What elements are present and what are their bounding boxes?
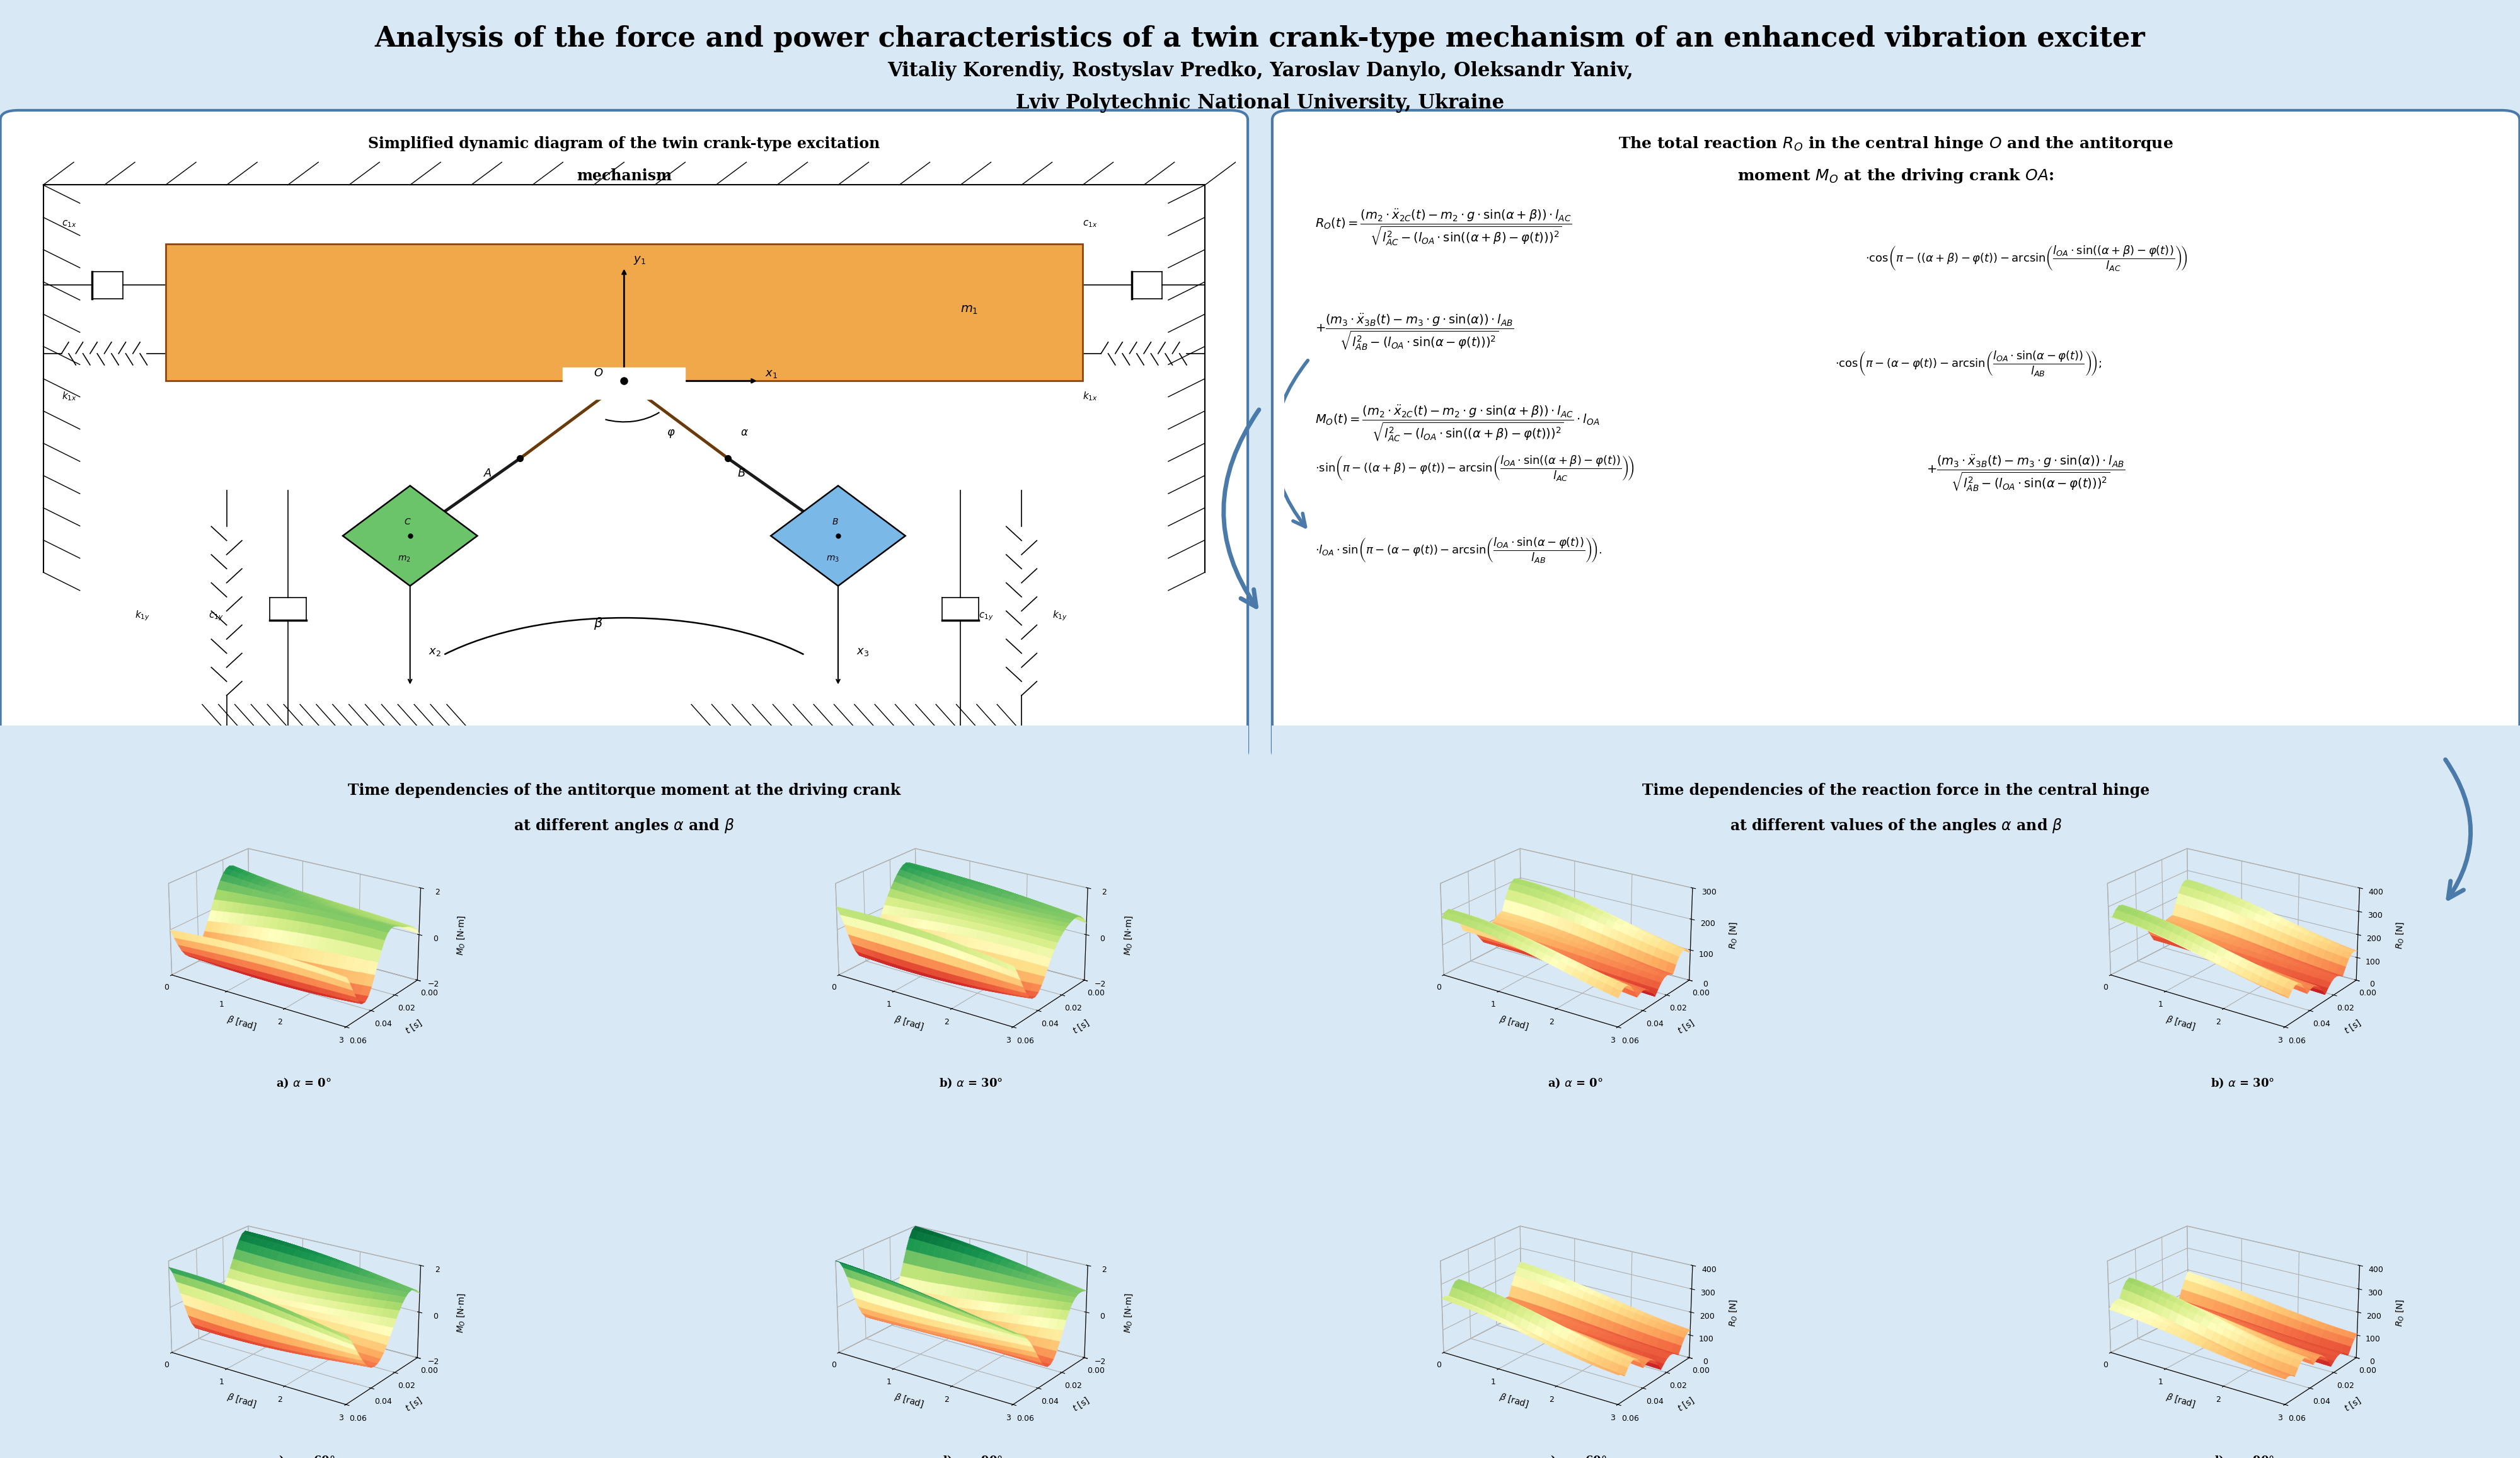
FancyBboxPatch shape <box>1247 712 2520 1458</box>
Text: $m_1$: $m_1$ <box>960 305 978 316</box>
Text: a) $\alpha$ = 0°: a) $\alpha$ = 0° <box>275 1076 330 1089</box>
Y-axis label: $t$ [s]: $t$ [s] <box>1071 1395 1091 1414</box>
FancyBboxPatch shape <box>0 712 1273 1458</box>
Text: d) $\alpha$ = 90°: d) $\alpha$ = 90° <box>2210 1454 2276 1458</box>
Text: Time dependencies of the antitorque moment at the driving crank: Time dependencies of the antitorque mome… <box>348 783 900 799</box>
Y-axis label: $t$ [s]: $t$ [s] <box>2344 1395 2364 1414</box>
Text: b) $\alpha$ = 30°: b) $\alpha$ = 30° <box>2210 1076 2276 1089</box>
X-axis label: $\beta$ [rad]: $\beta$ [rad] <box>227 1391 257 1411</box>
Text: $\alpha$: $\alpha$ <box>741 427 748 437</box>
Text: $R_O(t) = \dfrac{(m_2 \cdot \ddot{x}_{2C}(t) - m_2 \cdot g \cdot \sin(\alpha + \: $R_O(t) = \dfrac{(m_2 \cdot \ddot{x}_{2C… <box>1315 208 1572 246</box>
X-axis label: $\beta$ [rad]: $\beta$ [rad] <box>227 1013 257 1034</box>
Text: b) $\alpha$ = 30°: b) $\alpha$ = 30° <box>937 1076 1003 1089</box>
X-axis label: $\beta$ [rad]: $\beta$ [rad] <box>1497 1013 1530 1034</box>
Text: $C$: $C$ <box>403 518 411 526</box>
Text: c) $\alpha$ = 60°: c) $\alpha$ = 60° <box>1545 1454 1608 1458</box>
Text: $\cdot \cos\!\left(\pi - (\alpha - \varphi(t)) - \arcsin\!\left(\dfrac{l_{OA} \c: $\cdot \cos\!\left(\pi - (\alpha - \varp… <box>1835 348 2102 378</box>
Text: $k_{1y}$: $k_{1y}$ <box>136 609 151 623</box>
Text: $x_3$: $x_3$ <box>857 646 869 658</box>
Text: Lviv Polytechnic National University, Ukraine: Lviv Polytechnic National University, Uk… <box>1016 93 1504 112</box>
X-axis label: $\beta$ [rad]: $\beta$ [rad] <box>2165 1391 2197 1411</box>
X-axis label: $\beta$ [rad]: $\beta$ [rad] <box>892 1391 925 1411</box>
Text: at different angles $\alpha$ and $\beta$: at different angles $\alpha$ and $\beta$ <box>514 816 736 834</box>
Text: $c_{1x}$: $c_{1x}$ <box>60 219 76 229</box>
Text: at different values of the angles $\alpha$ and $\beta$: at different values of the angles $\alph… <box>1729 816 2061 834</box>
Text: $+ \dfrac{(m_3 \cdot \ddot{x}_{3B}(t) - m_3 \cdot g \cdot \sin(\alpha)) \cdot l_: $+ \dfrac{(m_3 \cdot \ddot{x}_{3B}(t) - … <box>1925 453 2124 493</box>
Text: $B$: $B$ <box>738 468 746 480</box>
Text: $\cdot \cos\!\left(\pi - ((\alpha + \beta) - \varphi(t)) - \arcsin\!\left(\dfrac: $\cdot \cos\!\left(\pi - ((\alpha + \bet… <box>1865 245 2187 273</box>
Text: a) $\alpha$ = 0°: a) $\alpha$ = 0° <box>1547 1076 1603 1089</box>
Text: Vitaliy Korendiy, Rostyslav Predko, Yaroslav Danylo, Oleksandr Yaniv,: Vitaliy Korendiy, Rostyslav Predko, Yaro… <box>887 61 1633 80</box>
Text: c) $\alpha$ = 60°: c) $\alpha$ = 60° <box>272 1454 335 1458</box>
Text: Simplified dynamic diagram of the twin crank-type excitation: Simplified dynamic diagram of the twin c… <box>368 137 879 152</box>
Text: $\cdot \sin\!\left(\pi - ((\alpha + \beta) - \varphi(t)) - \arcsin\!\left(\dfrac: $\cdot \sin\!\left(\pi - ((\alpha + \bet… <box>1315 453 1635 483</box>
X-axis label: $\beta$ [rad]: $\beta$ [rad] <box>2165 1013 2197 1034</box>
Y-axis label: $t$ [s]: $t$ [s] <box>403 1018 423 1037</box>
Text: $x_2$: $x_2$ <box>428 646 441 658</box>
Text: $\varphi$: $\varphi$ <box>668 429 675 439</box>
Text: $M_O(t) = \dfrac{(m_2 \cdot \ddot{x}_{2C}(t) - m_2 \cdot g \cdot \sin(\alpha + \: $M_O(t) = \dfrac{(m_2 \cdot \ddot{x}_{2C… <box>1315 404 1600 443</box>
Bar <box>166 245 1084 381</box>
Y-axis label: $t$ [s]: $t$ [s] <box>1071 1018 1091 1037</box>
Text: $c_{1y}$: $c_{1y}$ <box>978 611 993 623</box>
Text: $c_{1y}$: $c_{1y}$ <box>209 611 224 623</box>
X-axis label: $\beta$ [rad]: $\beta$ [rad] <box>1497 1391 1530 1411</box>
Text: $k_{1y}$: $k_{1y}$ <box>1053 609 1068 623</box>
Text: mechanism: mechanism <box>577 168 673 184</box>
Polygon shape <box>771 486 905 586</box>
Text: $m_2$: $m_2$ <box>398 554 411 564</box>
Text: $O$: $O$ <box>595 367 602 379</box>
Text: Analysis of the force and power characteristics of a twin crank-type mechanism o: Analysis of the force and power characte… <box>375 25 2145 52</box>
Text: $\cdot l_{OA} \cdot \sin\!\left(\pi - (\alpha - \varphi(t)) - \arcsin\!\left(\df: $\cdot l_{OA} \cdot \sin\!\left(\pi - (\… <box>1315 535 1603 564</box>
Text: $k_{1x}$: $k_{1x}$ <box>1084 391 1099 402</box>
Text: $y_1$: $y_1$ <box>633 255 645 267</box>
Text: $k_{1x}$: $k_{1x}$ <box>60 391 76 402</box>
Text: $m_3$: $m_3$ <box>827 554 839 564</box>
Text: $B$: $B$ <box>832 518 839 526</box>
Y-axis label: $t$ [s]: $t$ [s] <box>403 1395 423 1414</box>
Y-axis label: $t$ [s]: $t$ [s] <box>1676 1395 1696 1414</box>
Text: moment $M_O$ at the driving crank $OA$:: moment $M_O$ at the driving crank $OA$: <box>1739 168 2054 185</box>
Y-axis label: $t$ [s]: $t$ [s] <box>1676 1018 1696 1037</box>
Text: $c_{1x}$: $c_{1x}$ <box>1084 219 1099 229</box>
FancyBboxPatch shape <box>1273 111 2520 761</box>
Text: Time dependencies of the reaction force in the central hinge: Time dependencies of the reaction force … <box>1643 783 2150 799</box>
Text: $x_1$: $x_1$ <box>764 369 776 379</box>
Text: $\beta$: $\beta$ <box>595 615 602 631</box>
FancyBboxPatch shape <box>0 111 1247 761</box>
Text: The total reaction $R_O$ in the central hinge $O$ and the antitorque: The total reaction $R_O$ in the central … <box>1618 136 2172 153</box>
Text: $+ \dfrac{(m_3 \cdot \ddot{x}_{3B}(t) - m_3 \cdot g \cdot \sin(\alpha)) \cdot l_: $+ \dfrac{(m_3 \cdot \ddot{x}_{3B}(t) - … <box>1315 312 1515 351</box>
FancyArrowPatch shape <box>1275 360 1308 526</box>
Text: d) $\alpha$ = 90°: d) $\alpha$ = 90° <box>937 1454 1003 1458</box>
Y-axis label: $t$ [s]: $t$ [s] <box>2344 1018 2364 1037</box>
Bar <box>562 367 685 399</box>
X-axis label: $\beta$ [rad]: $\beta$ [rad] <box>892 1013 925 1034</box>
Polygon shape <box>343 486 476 586</box>
Text: $A$: $A$ <box>484 468 491 480</box>
